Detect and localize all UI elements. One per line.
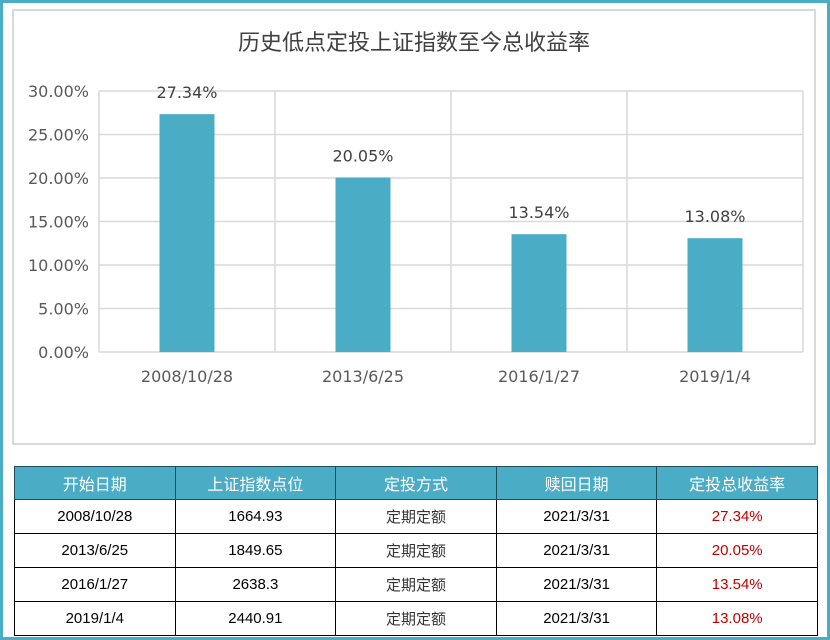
cell-index-level: 2440.91 (174, 601, 337, 636)
y-tick-label: 5.00% (38, 300, 89, 319)
y-tick-label: 20.00% (28, 169, 89, 188)
bar (511, 234, 567, 352)
cell-method: 定期定额 (335, 499, 497, 534)
header-index-level: 上证指数点位 (174, 466, 337, 500)
cell-redeem-date: 2021/3/31 (495, 567, 658, 602)
cell-redeem-date: 2021/3/31 (495, 499, 658, 534)
table-header-row: 开始日期 上证指数点位 定投方式 赎回日期 定投总收益率 (14, 466, 818, 500)
bar (335, 177, 391, 352)
y-tick-label: 15.00% (28, 213, 89, 232)
bar (159, 114, 215, 352)
cell-total-return: 13.54% (656, 567, 818, 602)
gridlines (98, 90, 804, 353)
x-tick-label: 2016/1/27 (498, 367, 580, 386)
cell-method: 定期定额 (335, 567, 497, 602)
y-tick-label: 25.00% (28, 126, 89, 145)
cell-index-level: 1664.93 (174, 499, 337, 534)
data-label: 13.54% (508, 203, 569, 222)
cell-method: 定期定额 (335, 533, 497, 568)
cell-index-level: 2638.3 (174, 567, 337, 602)
y-tick-label: 30.00% (28, 82, 89, 101)
data-label: 27.34% (156, 83, 217, 102)
cell-start-date: 2019/1/4 (14, 601, 176, 636)
bar-chart: 0.00% 5.00% 10.00% 15.00% 20.00% 25.00% 30.00%… (28, 82, 804, 386)
chart-container: 历史低点定投上证指数至今总收益率 0.00% 5.00% 10.00% 15.00% 2… (12, 9, 816, 445)
cell-total-return: 27.34% (656, 499, 818, 534)
cell-start-date: 2013/6/25 (14, 533, 176, 568)
header-start-date: 开始日期 (14, 466, 176, 500)
labels: 0.00% 5.00% 10.00% 15.00% 20.00% 25.00% 30.00%… (28, 82, 751, 386)
header-redeem-date: 赎回日期 (495, 466, 658, 500)
table-row: 2016/1/27 2638.3 定期定额 2021/3/31 13.54% (14, 567, 818, 602)
cell-method: 定期定额 (335, 601, 497, 636)
x-tick-label: 2019/1/4 (679, 367, 751, 386)
cell-index-level: 1849.65 (174, 533, 337, 568)
summary-table: 开始日期 上证指数点位 定投方式 赎回日期 定投总收益率 2008/10/28 … (14, 466, 818, 636)
header-method: 定投方式 (335, 466, 497, 500)
bar (687, 238, 743, 352)
cell-total-return: 20.05% (656, 533, 818, 568)
y-tick-label: 10.00% (28, 256, 89, 275)
cell-total-return: 13.08% (656, 601, 818, 636)
table-row: 2008/10/28 1664.93 定期定额 2021/3/31 27.34% (14, 499, 818, 534)
table-row: 2013/6/25 1849.65 定期定额 2021/3/31 20.05% (14, 533, 818, 568)
cell-redeem-date: 2021/3/31 (495, 533, 658, 568)
table-row: 2019/1/4 2440.91 定期定额 2021/3/31 13.08% (14, 601, 818, 636)
header-total-return: 定投总收益率 (656, 466, 818, 500)
bars (159, 114, 743, 352)
data-label: 13.08% (684, 207, 745, 226)
data-label: 20.05% (332, 147, 393, 166)
cell-start-date: 2016/1/27 (14, 567, 176, 602)
x-tick-label: 2013/6/25 (322, 367, 404, 386)
cell-redeem-date: 2021/3/31 (495, 601, 658, 636)
chart-title: 历史低点定投上证指数至今总收益率 (237, 31, 590, 56)
y-tick-label: 0.00% (38, 343, 89, 362)
cell-start-date: 2008/10/28 (14, 499, 176, 534)
x-tick-label: 2008/10/28 (141, 367, 233, 386)
